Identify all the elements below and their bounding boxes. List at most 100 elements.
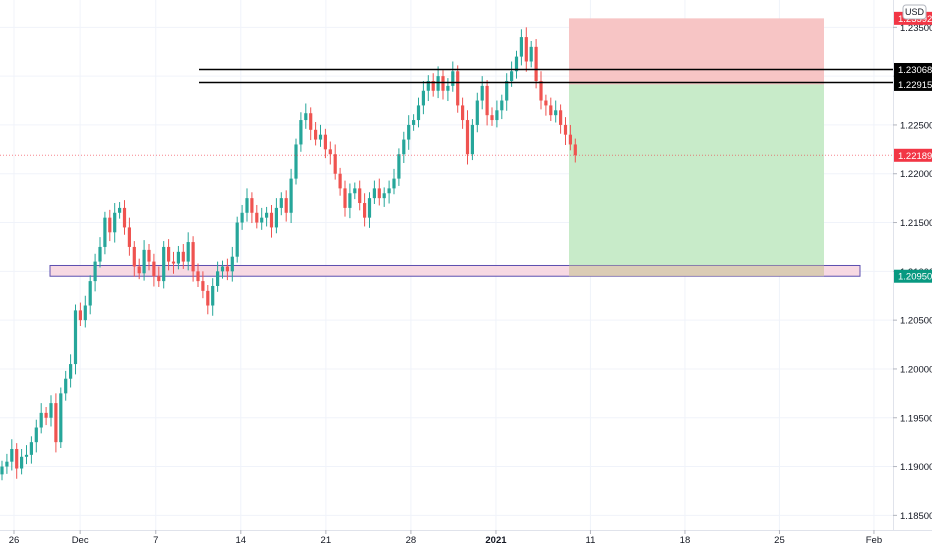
candle — [500, 94, 504, 120]
candle — [54, 393, 58, 453]
candle — [426, 75, 430, 102]
candle — [211, 278, 215, 316]
candle — [10, 439, 14, 471]
candle — [495, 100, 499, 128]
candle — [157, 266, 161, 287]
y-tick-label: 1.23500 — [900, 23, 932, 34]
candle — [137, 258, 141, 280]
candle — [171, 251, 176, 274]
candle — [363, 193, 367, 227]
candle — [284, 190, 288, 222]
candle — [167, 239, 171, 271]
candle — [397, 148, 401, 186]
entry-price-tag-bg — [894, 77, 932, 91]
candle — [78, 302, 82, 327]
candle — [147, 244, 151, 271]
candle — [127, 217, 131, 256]
y-tick-label: 1.19500 — [900, 413, 932, 424]
candle — [15, 443, 19, 479]
last-price-tag-bg — [894, 148, 932, 162]
candle — [328, 141, 332, 165]
candle — [309, 107, 313, 141]
candle — [519, 29, 523, 66]
candle — [201, 271, 205, 299]
support-zone-rectangle[interactable] — [49, 264, 861, 277]
candle — [34, 419, 38, 453]
candle — [348, 183, 352, 219]
candle — [24, 445, 29, 465]
candle — [0, 460, 4, 481]
candle — [573, 138, 577, 163]
y-tick-label: 1.22500 — [900, 120, 932, 131]
candle — [225, 258, 229, 281]
candle — [382, 187, 386, 207]
last-price-tag-text: 1.22189 — [898, 151, 932, 162]
x-tick-label: 7 — [153, 535, 158, 546]
candle — [255, 204, 259, 229]
stop-loss-zone[interactable] — [569, 18, 824, 85]
y-tick-label: 1.18500 — [900, 511, 932, 522]
candle — [539, 71, 543, 110]
candle — [191, 236, 195, 282]
candle — [451, 61, 455, 92]
candle — [416, 97, 421, 128]
currency-badge[interactable]: USD — [902, 4, 927, 20]
candle — [524, 27, 528, 72]
candle — [279, 192, 283, 216]
candle — [220, 260, 225, 279]
candle — [343, 180, 347, 217]
x-tick-label: 18 — [680, 535, 691, 546]
line-price-tag-1: 1.23068 — [894, 62, 932, 76]
candle — [29, 436, 33, 464]
horizontal-lines[interactable] — [0, 68, 893, 156]
candle — [377, 178, 381, 206]
candle — [216, 261, 220, 292]
candle — [387, 180, 391, 204]
candle — [299, 112, 303, 152]
candle — [152, 253, 156, 287]
candle — [83, 295, 87, 328]
candle — [490, 107, 494, 126]
candle — [304, 103, 308, 129]
candle — [162, 241, 166, 289]
candle — [480, 76, 484, 110]
candle — [367, 192, 372, 228]
x-tick-label: 28 — [406, 535, 417, 546]
candle — [274, 198, 278, 234]
candle — [88, 275, 92, 315]
x-tick-label: 21 — [321, 535, 332, 546]
candle — [69, 354, 73, 388]
line-price-tag-1-text: 1.23068 — [898, 65, 932, 76]
candle — [465, 110, 470, 165]
candle — [563, 117, 568, 145]
candle — [402, 131, 406, 164]
candle — [269, 204, 274, 238]
currency-badge-frame — [902, 4, 927, 20]
zone-overlap — [569, 265, 824, 277]
candle — [338, 167, 342, 196]
candle — [230, 246, 234, 282]
candle — [98, 237, 102, 268]
candle — [534, 39, 538, 89]
candle — [176, 245, 180, 270]
candle — [142, 240, 146, 281]
entry-price-tag-text: 1.22915 — [898, 80, 932, 91]
candle — [470, 119, 474, 161]
candle — [103, 211, 107, 255]
take-profit-zone[interactable] — [569, 84, 824, 277]
candle — [568, 124, 572, 151]
candle — [505, 73, 509, 111]
time-axis[interactable]: 26 Dec 7 14 21 28 2021 11 18 25 Feb — [0, 530, 932, 546]
candle — [323, 128, 327, 159]
line-price-tag-1-bg — [894, 62, 932, 76]
candles — [0, 27, 577, 481]
candle — [93, 253, 97, 292]
candle — [353, 182, 357, 200]
candle — [5, 453, 9, 474]
candle — [196, 263, 200, 287]
x-tick-label: 14 — [236, 535, 247, 546]
y-tick-label: 1.20500 — [900, 316, 932, 327]
candle — [235, 216, 239, 263]
target-price-tag: 1.20950 — [894, 269, 932, 283]
